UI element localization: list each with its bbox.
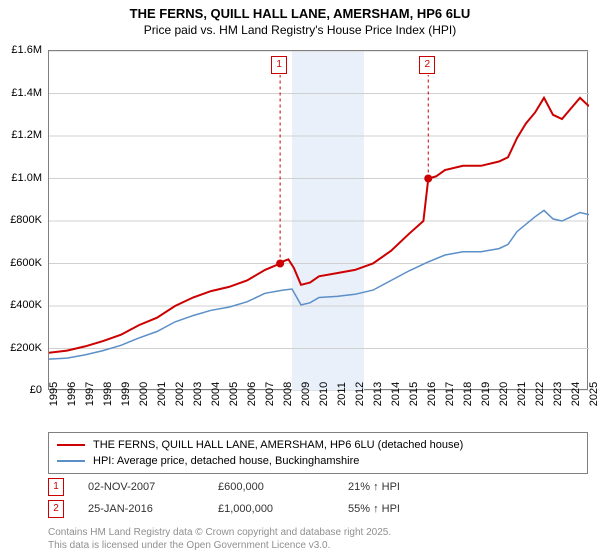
attribution-line2: This data is licensed under the Open Gov… bbox=[48, 539, 391, 552]
x-tick-label: 2014 bbox=[390, 382, 402, 406]
x-tick-label: 1997 bbox=[84, 382, 96, 406]
footnote-date: 02-NOV-2007 bbox=[88, 481, 218, 493]
footnote-date: 25-JAN-2016 bbox=[88, 503, 218, 515]
y-tick-label: £1.6M bbox=[11, 44, 42, 56]
x-tick-label: 1998 bbox=[102, 382, 114, 406]
legend-swatch bbox=[57, 460, 85, 462]
x-tick-label: 2016 bbox=[426, 382, 438, 406]
footnotes: 1 02-NOV-2007£600,00021% ↑ HPI 2 25-JAN-201… bbox=[48, 476, 588, 520]
x-tick-label: 2009 bbox=[300, 382, 312, 406]
attribution: Contains HM Land Registry data © Crown c… bbox=[48, 526, 391, 552]
x-tick-label: 2010 bbox=[318, 382, 330, 406]
y-tick-label: £800K bbox=[10, 214, 42, 226]
plot-rect bbox=[48, 50, 588, 390]
x-tick-label: 2018 bbox=[462, 382, 474, 406]
marker-dot-2 bbox=[424, 175, 432, 183]
y-tick-label: £600K bbox=[10, 257, 42, 269]
legend: THE FERNS, QUILL HALL LANE, AMERSHAM, HP… bbox=[48, 432, 588, 474]
x-tick-label: 2021 bbox=[516, 382, 528, 406]
chart-container: THE FERNS, QUILL HALL LANE, AMERSHAM, HP… bbox=[0, 0, 600, 560]
x-tick-label: 2019 bbox=[480, 382, 492, 406]
y-tick-label: £1.4M bbox=[11, 87, 42, 99]
plot-svg bbox=[49, 51, 589, 391]
x-tick-label: 2024 bbox=[570, 382, 582, 406]
x-tick-label: 2015 bbox=[408, 382, 420, 406]
marker-label-1: 1 bbox=[271, 56, 287, 74]
x-tick-label: 2012 bbox=[354, 382, 366, 406]
chart-title: THE FERNS, QUILL HALL LANE, AMERSHAM, HP… bbox=[0, 0, 600, 23]
attribution-line1: Contains HM Land Registry data © Crown c… bbox=[48, 526, 391, 539]
legend-label: THE FERNS, QUILL HALL LANE, AMERSHAM, HP… bbox=[93, 439, 463, 451]
footnote-delta: 21% ↑ HPI bbox=[348, 481, 478, 493]
legend-swatch bbox=[57, 444, 85, 446]
x-tick-label: 2011 bbox=[336, 382, 348, 406]
marker-dot-1 bbox=[276, 260, 284, 268]
x-tick-label: 2003 bbox=[192, 382, 204, 406]
x-tick-label: 2001 bbox=[156, 382, 168, 406]
x-tick-label: 2007 bbox=[264, 382, 276, 406]
x-tick-label: 2017 bbox=[444, 382, 456, 406]
marker-label-2: 2 bbox=[419, 56, 435, 74]
legend-item: HPI: Average price, detached house, Buck… bbox=[57, 453, 579, 469]
x-tick-label: 1996 bbox=[66, 382, 78, 406]
y-tick-label: £1.2M bbox=[11, 129, 42, 141]
footnote-row: 1 02-NOV-2007£600,00021% ↑ HPI bbox=[48, 476, 588, 498]
chart-subtitle: Price paid vs. HM Land Registry's House … bbox=[0, 23, 600, 41]
x-tick-label: 2022 bbox=[534, 382, 546, 406]
chart-area: £0£200K£400K£600K£800K£1.0M£1.2M£1.4M£1.… bbox=[48, 50, 588, 390]
footnote-delta: 55% ↑ HPI bbox=[348, 503, 478, 515]
x-tick-label: 2005 bbox=[228, 382, 240, 406]
x-tick-label: 2004 bbox=[210, 382, 222, 406]
x-tick-label: 1995 bbox=[48, 382, 60, 406]
x-tick-label: 2023 bbox=[552, 382, 564, 406]
legend-item: THE FERNS, QUILL HALL LANE, AMERSHAM, HP… bbox=[57, 437, 579, 453]
y-tick-label: £200K bbox=[10, 342, 42, 354]
y-tick-label: £0 bbox=[30, 384, 42, 396]
x-tick-label: 2020 bbox=[498, 382, 510, 406]
x-tick-label: 2008 bbox=[282, 382, 294, 406]
x-tick-label: 2013 bbox=[372, 382, 384, 406]
x-tick-label: 2025 bbox=[588, 382, 600, 406]
footnote-marker: 2 bbox=[48, 500, 64, 518]
footnote-price: £1,000,000 bbox=[218, 503, 348, 515]
x-tick-label: 2000 bbox=[138, 382, 150, 406]
footnote-row: 2 25-JAN-2016£1,000,00055% ↑ HPI bbox=[48, 498, 588, 520]
footnote-marker: 1 bbox=[48, 478, 64, 496]
y-tick-label: £1.0M bbox=[11, 172, 42, 184]
x-tick-label: 2002 bbox=[174, 382, 186, 406]
x-tick-label: 2006 bbox=[246, 382, 258, 406]
footnote-price: £600,000 bbox=[218, 481, 348, 493]
legend-label: HPI: Average price, detached house, Buck… bbox=[93, 455, 359, 467]
x-tick-label: 1999 bbox=[120, 382, 132, 406]
y-tick-label: £400K bbox=[10, 299, 42, 311]
